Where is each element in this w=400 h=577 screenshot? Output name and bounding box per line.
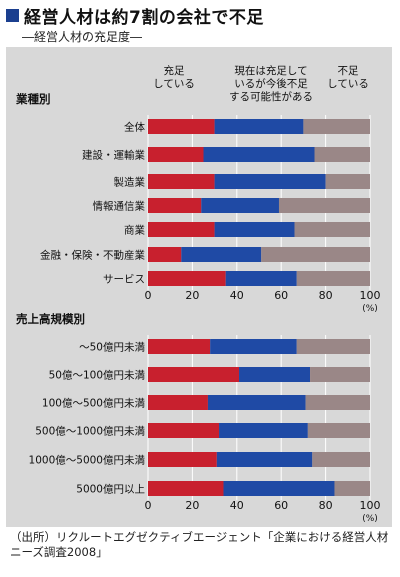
legend-label-2-line-3: する可能性がある <box>229 90 313 103</box>
legend-label-3-line-1: 不足 <box>338 65 359 77</box>
category-label-1-5: 商業 <box>124 224 145 237</box>
bar-2-4-series-3 <box>307 423 370 438</box>
category-label-1-2: 建設・運輸業 <box>82 149 145 162</box>
bar-2-2-series-1 <box>148 367 240 382</box>
category-label-2-6: 5000億円以上 <box>76 483 145 496</box>
bar-1-1-series-2 <box>214 119 304 134</box>
tick-label-2-5: 80 <box>319 499 333 512</box>
chart-title: 経営人材は約7割の会社で不足 <box>24 7 264 28</box>
category-label-1-3: 製造業 <box>114 176 146 189</box>
bar-1-2-series-1 <box>148 147 204 162</box>
bar-1-2-series-3 <box>314 147 370 162</box>
bar-1-5-series-2 <box>214 222 295 237</box>
bar-2-1-series-2 <box>210 339 297 354</box>
tick-label-2-6: 100 <box>360 499 381 512</box>
bar-2-4-series-2 <box>219 423 308 438</box>
bar-1-5-series-1 <box>148 222 215 237</box>
bar-2-3-series-1 <box>148 395 208 410</box>
bar-1-1-series-1 <box>148 119 215 134</box>
legend-label-1-line-2: している <box>153 78 195 90</box>
bar-1-6-series-3 <box>261 247 370 262</box>
axis-unit-2: (%) <box>362 514 378 524</box>
bar-2-2-series-2 <box>239 367 311 382</box>
bar-1-7-series-3 <box>296 271 370 286</box>
bar-1-3-series-3 <box>325 174 370 189</box>
bar-1-7-series-2 <box>225 271 297 286</box>
bar-1-3-series-2 <box>214 174 326 189</box>
legend-label-2-line-1: 現在は充足して <box>234 64 307 77</box>
tick-label-2-3: 40 <box>230 499 244 512</box>
bar-1-3-series-1 <box>148 174 215 189</box>
section-title-1: 業種別 <box>15 92 51 106</box>
tick-label-1-4: 60 <box>274 289 288 302</box>
tick-label-1-6: 100 <box>360 289 381 302</box>
chart-panel: 充足 している 現在は充足して いるが今後不足 する可能性がある 不足 している 業種別 全体建… <box>6 47 392 527</box>
bar-2-1-series-1 <box>148 339 211 354</box>
bar-1-4-series-2 <box>201 198 279 213</box>
bar-2-1-series-3 <box>296 339 370 354</box>
category-label-1-7: サービス <box>103 274 145 286</box>
tick-label-2-4: 60 <box>274 499 288 512</box>
bar-1-5-series-3 <box>294 222 370 237</box>
chart-subtitle: ―経営人材の充足度― <box>22 30 143 44</box>
tick-label-2-1: 0 <box>145 499 152 512</box>
category-label-1-4: 情報通信業 <box>93 200 146 213</box>
bar-1-7-series-1 <box>148 271 226 286</box>
tick-label-1-2: 20 <box>185 289 199 302</box>
bar-1-2-series-2 <box>203 147 315 162</box>
bar-1-4-series-3 <box>278 198 370 213</box>
category-label-2-4: 500億～1000億円未満 <box>35 425 145 438</box>
legend-label-3-line-2: している <box>327 78 369 90</box>
bar-2-4-series-1 <box>148 423 220 438</box>
bar-2-5-series-2 <box>216 452 313 467</box>
tick-label-1-1: 0 <box>145 289 152 302</box>
bar-1-6-series-1 <box>148 247 182 262</box>
bar-2-3-series-2 <box>207 395 306 410</box>
category-label-2-3: 100億～500億円未満 <box>42 397 146 410</box>
bar-1-1-series-3 <box>303 119 370 134</box>
section-title-2: 売上高規模別 <box>16 312 85 326</box>
category-label-2-1: ～50億円未満 <box>79 341 145 354</box>
source-note: （出所）リクルートエグゼクティブエージェント「企業における経営人材 ニーズ調査2… <box>10 530 390 560</box>
bar-2-6-series-2 <box>223 481 335 496</box>
chart-svg: 充足している現在は充足しているが今後不足する可能性がある不足している業種別全体建… <box>15 64 381 524</box>
bar-2-5-series-3 <box>312 452 370 467</box>
bar-2-3-series-3 <box>305 395 370 410</box>
tick-label-1-3: 40 <box>230 289 244 302</box>
axis-unit-1: (%) <box>362 304 378 314</box>
category-label-1-1: 全体 <box>124 121 145 134</box>
tick-label-1-5: 80 <box>319 289 333 302</box>
category-label-2-2: 50億～100億円未満 <box>49 369 146 382</box>
title-bar: 経営人材は約7割の会社で不足 <box>6 4 264 28</box>
category-label-2-5: 1000億～5000億円未満 <box>29 454 146 467</box>
bar-1-6-series-2 <box>181 247 262 262</box>
category-label-1-6: 金融・保険・不動産業 <box>40 249 145 262</box>
bar-1-4-series-1 <box>148 198 202 213</box>
tick-label-2-2: 20 <box>185 499 199 512</box>
source-line-1: （出所）リクルートエグゼクティブエージェント「企業における経営人材 <box>10 530 389 544</box>
title-square-icon <box>6 8 19 22</box>
bar-2-5-series-1 <box>148 452 217 467</box>
legend-label-2-line-2: いるが今後不足 <box>234 77 308 90</box>
bar-2-2-series-3 <box>310 367 370 382</box>
source-line-2: ニーズ調査2008」 <box>10 545 108 559</box>
bar-2-6-series-3 <box>334 481 370 496</box>
bar-2-6-series-1 <box>148 481 224 496</box>
legend-label-1-line-1: 充足 <box>164 64 185 77</box>
